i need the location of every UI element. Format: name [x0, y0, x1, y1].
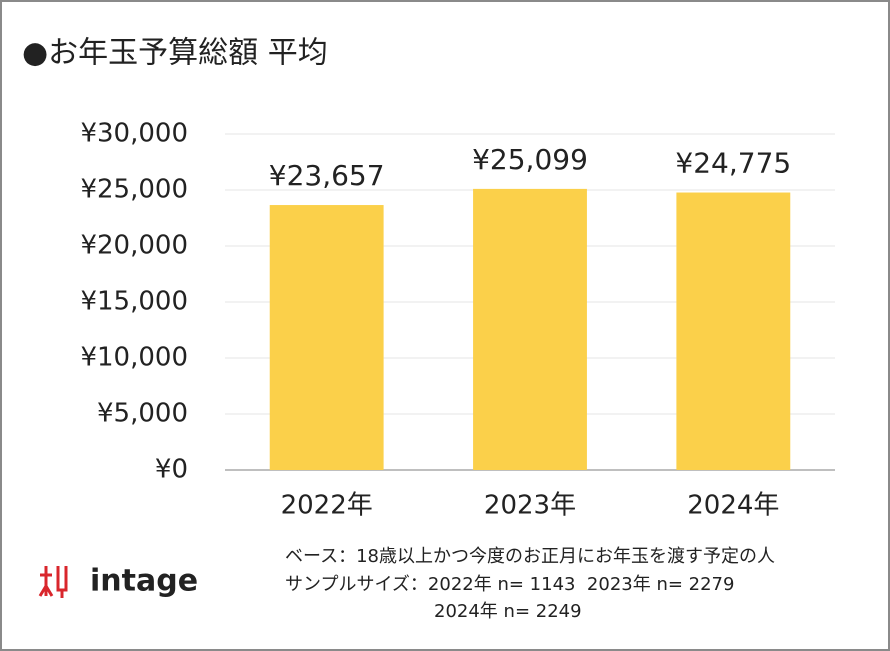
- x-tick-label: 2024年: [687, 491, 779, 521]
- bar: [676, 192, 791, 470]
- y-tick-label: ¥0: [155, 455, 188, 485]
- bar: [473, 188, 587, 470]
- y-tick-label: ¥15,000: [80, 287, 188, 317]
- value-label: ¥23,657: [269, 159, 385, 192]
- y-tick-label: ¥20,000: [80, 231, 188, 261]
- logo: intage: [38, 564, 198, 599]
- note: ベース：18歳以上かつ今度のお正月にお年玉を渡す予定の人: [285, 546, 775, 567]
- y-tick-label: ¥5,000: [97, 399, 188, 429]
- logo-text: intage: [90, 564, 198, 599]
- logo-icon: [38, 566, 68, 598]
- value-label: ¥25,099: [472, 143, 588, 176]
- note: 2024年 n= 2249: [434, 601, 582, 622]
- y-tick-label: ¥30,000: [80, 119, 188, 149]
- y-tick-label: ¥10,000: [80, 343, 188, 373]
- note: サンプルサイズ：2022年 n= 1143 2023年 n= 2279: [285, 574, 734, 595]
- value-label: ¥24,775: [675, 147, 791, 180]
- bar: [269, 205, 384, 470]
- y-tick-label: ¥25,000: [80, 175, 188, 205]
- x-tick-label: 2022年: [281, 491, 373, 521]
- x-tick-label: 2023年: [484, 491, 576, 521]
- chart-title: ●お年玉予算総額 平均: [22, 36, 328, 71]
